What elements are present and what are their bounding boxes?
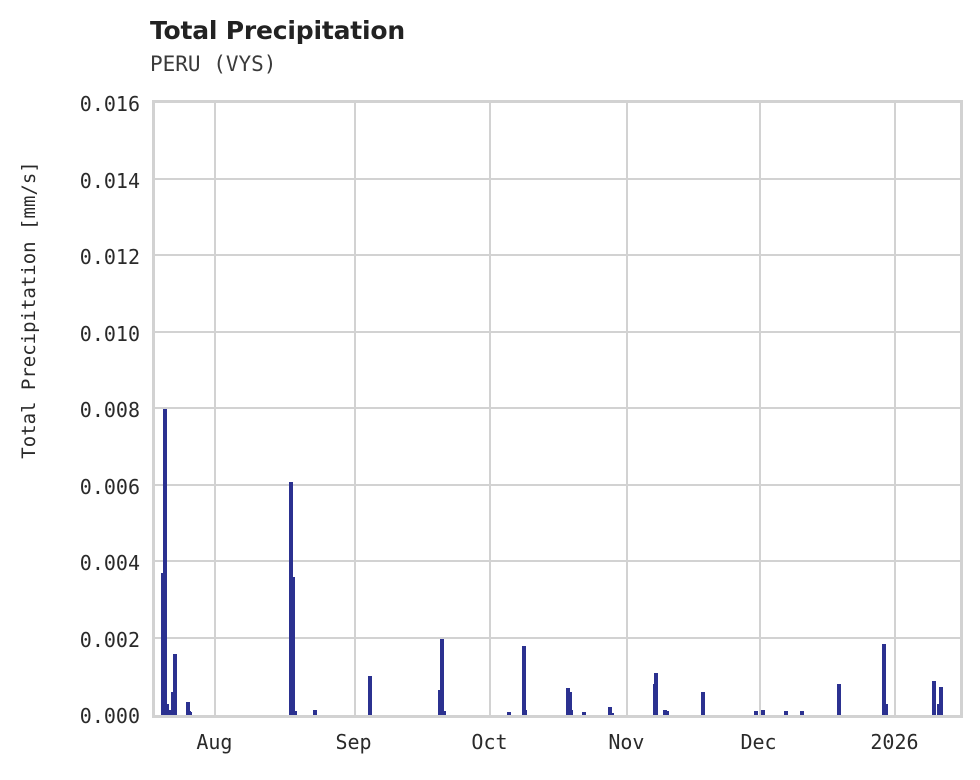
y-axis-tick-label: 0.016 <box>79 92 140 116</box>
y-axis-tick-label: 0.006 <box>79 474 140 499</box>
bar <box>522 646 527 715</box>
bar <box>581 711 586 715</box>
x-axis-tick-label: Oct <box>471 730 508 754</box>
bar <box>837 683 842 715</box>
bar <box>162 409 167 715</box>
bar <box>568 710 573 715</box>
plot-inner <box>155 103 960 715</box>
bar <box>166 710 171 715</box>
bar <box>567 692 572 715</box>
y-axis-tick-label: 0.002 <box>79 627 140 652</box>
x-axis-tick-label: Aug <box>196 730 233 754</box>
bar <box>753 711 758 715</box>
bar <box>312 710 317 715</box>
gridline-horizontal <box>155 254 960 256</box>
gridline-horizontal <box>155 330 960 333</box>
chart-title: Total Precipitation <box>150 16 405 45</box>
bar <box>700 692 705 715</box>
bar <box>784 711 789 715</box>
bar <box>663 710 668 715</box>
bar <box>187 711 192 715</box>
chart-subtitle: PERU (VYS) <box>150 52 277 76</box>
bar <box>939 687 944 715</box>
bar <box>654 672 659 715</box>
x-axis-tick-label: Sep <box>335 730 372 754</box>
bar <box>437 690 442 715</box>
gridline-horizontal <box>155 483 960 486</box>
bar <box>665 711 670 715</box>
y-axis-tick-label: 0.012 <box>79 245 140 269</box>
y-axis-tick-labels: 0.000 0.002 0.004 0.006 0.008 0.010 0.012 0.014… <box>0 92 140 728</box>
bar <box>367 676 372 715</box>
bar <box>172 653 177 715</box>
bar <box>607 706 612 715</box>
gridline-vertical <box>626 103 629 715</box>
y-axis-tick-label: 0.004 <box>79 551 140 575</box>
bar <box>292 711 297 715</box>
gridline-vertical <box>214 103 217 715</box>
gridline-vertical <box>489 103 492 715</box>
bar <box>523 710 528 715</box>
bar <box>507 711 512 715</box>
gridline-horizontal <box>155 636 960 639</box>
gridline-vertical <box>353 103 356 715</box>
bar <box>160 572 165 715</box>
y-axis-tick-label: 0.000 <box>79 704 140 728</box>
bar <box>883 703 888 715</box>
bar <box>164 703 169 715</box>
y-axis-tick-label: 0.014 <box>79 168 140 193</box>
bar <box>368 711 373 715</box>
y-axis-tick-label: 0.010 <box>79 321 140 346</box>
gridline-vertical <box>894 103 897 715</box>
bar <box>932 680 937 715</box>
bar <box>439 638 444 715</box>
x-axis-tick-label: 2026 <box>870 730 919 754</box>
bar <box>609 712 614 715</box>
gridline-horizontal <box>155 177 960 180</box>
x-axis-tick-labels: Aug Sep Oct Nov Dec 2026 <box>152 730 963 760</box>
bar <box>441 711 446 715</box>
x-axis-tick-label: Nov <box>608 730 645 754</box>
bar <box>170 692 175 715</box>
gridline-horizontal <box>155 407 960 409</box>
bar <box>760 709 765 715</box>
plot-area <box>152 100 963 718</box>
y-axis-tick-label: 0.008 <box>79 398 140 422</box>
bar <box>291 577 296 715</box>
x-axis-tick-label: Dec <box>740 730 777 754</box>
bar <box>185 701 190 715</box>
bar <box>881 644 886 715</box>
gridline-vertical <box>758 103 761 715</box>
gridline-horizontal <box>155 560 960 562</box>
bar <box>937 703 942 715</box>
bar <box>799 711 804 715</box>
